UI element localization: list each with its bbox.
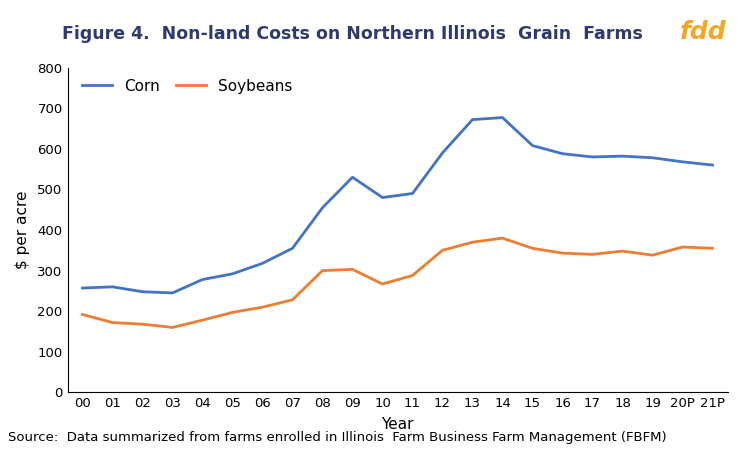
Soybeans [138, 322, 147, 327]
Corn [108, 284, 117, 290]
Corn [378, 195, 387, 200]
Soybeans [378, 281, 387, 287]
Text: fdd: fdd [680, 20, 727, 44]
Legend: Corn, Soybeans: Corn, Soybeans [82, 78, 292, 93]
Text: Figure 4.  Non-land Costs on Northern Illinois  Grain  Farms: Figure 4. Non-land Costs on Northern Ill… [62, 25, 643, 43]
Soybeans [468, 239, 477, 245]
Corn [708, 162, 717, 168]
Corn [348, 175, 357, 180]
Corn [318, 205, 327, 210]
Soybeans [78, 312, 87, 317]
Corn [78, 285, 87, 291]
Corn [498, 115, 507, 120]
Corn [468, 117, 477, 122]
Soybeans [498, 235, 507, 241]
Soybeans [288, 297, 297, 303]
Line: Corn: Corn [82, 118, 712, 293]
Corn [618, 153, 627, 159]
Soybeans [618, 249, 627, 254]
Soybeans [648, 253, 657, 258]
Soybeans [108, 320, 117, 325]
Soybeans [528, 245, 537, 251]
Soybeans [168, 325, 177, 330]
Soybeans [408, 273, 417, 278]
Corn [288, 245, 297, 251]
Soybeans [318, 268, 327, 273]
Corn [438, 150, 447, 156]
Soybeans [678, 244, 687, 250]
Soybeans [558, 250, 567, 256]
Corn [678, 159, 687, 165]
Corn [228, 271, 237, 276]
Corn [138, 289, 147, 295]
Corn [588, 154, 597, 160]
X-axis label: Year: Year [381, 417, 414, 432]
Corn [168, 290, 177, 296]
Soybeans [438, 248, 447, 253]
Corn [648, 155, 657, 161]
Text: Source:  Data summarized from farms enrolled in Illinois  Farm Business Farm Man: Source: Data summarized from farms enrol… [8, 431, 666, 444]
Y-axis label: $ per acre: $ per acre [16, 191, 31, 269]
Soybeans [708, 245, 717, 251]
Corn [558, 151, 567, 156]
Corn [528, 143, 537, 148]
Soybeans [348, 267, 357, 272]
Line: Soybeans: Soybeans [82, 238, 712, 327]
Corn [258, 261, 267, 266]
Soybeans [588, 252, 597, 257]
Soybeans [228, 310, 237, 315]
Soybeans [258, 304, 267, 310]
Corn [408, 191, 417, 196]
Corn [198, 277, 207, 282]
Soybeans [198, 318, 207, 323]
